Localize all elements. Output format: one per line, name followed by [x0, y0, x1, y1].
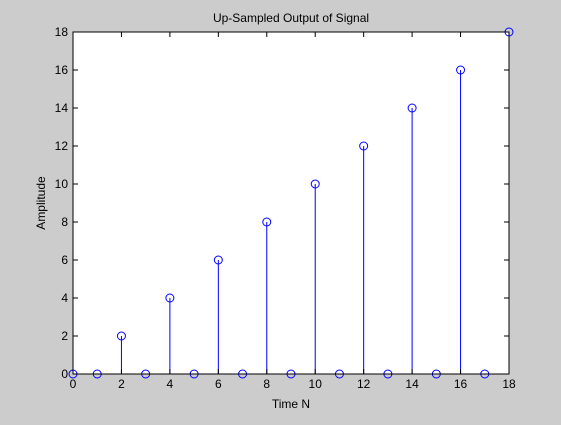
- y-tick-label: 8: [61, 215, 68, 229]
- x-axis-label: Time N: [272, 397, 310, 411]
- y-tick-label: 10: [55, 177, 69, 191]
- plot-area: [73, 32, 509, 374]
- x-tick-label: 0: [70, 377, 77, 391]
- x-axis-ticks: 0 2 4 6 8 10 12 14 16 18: [70, 32, 516, 391]
- stem-marker: [310, 179, 320, 189]
- stem-marker: [407, 103, 417, 113]
- stem-marker: [359, 141, 369, 151]
- x-tick-label: 14: [405, 377, 419, 391]
- y-tick-label: 0: [61, 367, 68, 381]
- y-tick-label: 4: [61, 291, 68, 305]
- y-tick-label: 6: [61, 253, 68, 267]
- x-tick-label: 18: [502, 377, 516, 391]
- stem-marker: [165, 293, 175, 303]
- x-tick-label: 2: [118, 377, 125, 391]
- y-tick-label: 18: [55, 25, 69, 39]
- x-tick-label: 12: [357, 377, 371, 391]
- x-tick-label: 4: [167, 377, 174, 391]
- axes-frame: [72, 31, 510, 375]
- stem-marker: [262, 217, 272, 227]
- y-axis-label: Amplitude: [34, 176, 48, 230]
- stem-marker: [116, 331, 126, 341]
- x-tick-label: 8: [263, 377, 270, 391]
- y-axis-ticks: 0 2 4 6 8 10 12 14 16 18: [55, 25, 509, 381]
- x-tick-label: 6: [215, 377, 222, 391]
- x-tick-label: 16: [454, 377, 468, 391]
- y-tick-label: 2: [61, 329, 68, 343]
- y-tick-label: 12: [55, 139, 69, 153]
- stem-marker: [213, 255, 223, 265]
- chart-title: Up-Sampled Output of Signal: [213, 11, 369, 25]
- stem-marker: [456, 65, 466, 75]
- x-tick-label: 10: [309, 377, 323, 391]
- y-tick-label: 16: [55, 63, 69, 77]
- y-tick-label: 14: [55, 101, 69, 115]
